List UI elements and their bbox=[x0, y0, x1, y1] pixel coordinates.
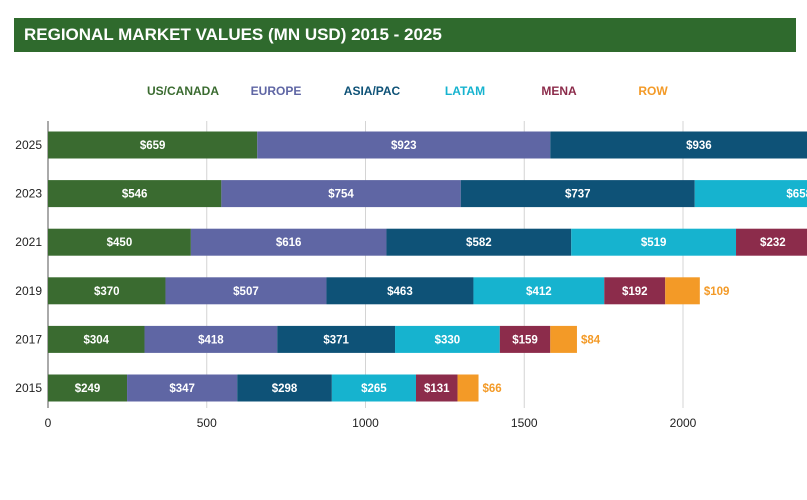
bar-segment bbox=[127, 374, 238, 402]
legend-item-asia-pac: ASIA/PAC bbox=[343, 84, 401, 98]
bar-value-label: $507 bbox=[233, 286, 259, 298]
legend-item-row: ROW bbox=[638, 84, 668, 98]
bar-value-label: $265 bbox=[361, 383, 387, 395]
bar-segment bbox=[415, 374, 458, 402]
bar-value-label: $371 bbox=[323, 334, 349, 346]
legend-item-us-canada: US/CANADA bbox=[147, 84, 219, 98]
bar-value-label: $330 bbox=[435, 334, 461, 346]
bar-value-label: $159 bbox=[512, 334, 538, 346]
bar-segment bbox=[221, 180, 461, 208]
bar-value-label: $659 bbox=[140, 140, 166, 152]
bar-segment bbox=[604, 277, 666, 305]
y-tick-label: 2017 bbox=[15, 332, 42, 346]
bar-value-label: $232 bbox=[760, 237, 786, 249]
bar-segment bbox=[331, 374, 416, 402]
bar-segment bbox=[257, 131, 551, 159]
legend-item-mena: MENA bbox=[541, 84, 577, 98]
bar-value-label: $616 bbox=[276, 237, 302, 249]
bar-segment bbox=[277, 325, 396, 353]
bar-segment bbox=[386, 228, 572, 256]
bar-value-label: $412 bbox=[526, 286, 552, 298]
bar-segment bbox=[190, 228, 387, 256]
chart-title: REGIONAL MARKET VALUES (MN USD) 2015 - 2… bbox=[14, 18, 796, 52]
bar-segment bbox=[473, 277, 605, 305]
x-tick-label: 1500 bbox=[511, 416, 538, 430]
bar-segment bbox=[460, 180, 695, 208]
bar-segment bbox=[237, 374, 332, 402]
bar-value-label: $463 bbox=[387, 286, 413, 298]
y-tick-label: 2019 bbox=[15, 284, 42, 298]
x-tick-label: 0 bbox=[45, 416, 52, 430]
y-tick-label: 2025 bbox=[15, 138, 42, 152]
y-tick-label: 2015 bbox=[15, 381, 42, 395]
bar-segment bbox=[571, 228, 737, 256]
legend-item-europe: EUROPE bbox=[250, 84, 302, 98]
bar-value-label: $192 bbox=[622, 286, 648, 298]
bar-value-label: $418 bbox=[198, 334, 224, 346]
bar-value-label: $658 bbox=[786, 189, 807, 201]
bar-segment bbox=[144, 325, 278, 353]
bar-value-label: $923 bbox=[391, 140, 417, 152]
bar-segment bbox=[736, 228, 807, 256]
bar-value-label: $754 bbox=[328, 189, 354, 201]
bar-value-label: $519 bbox=[641, 237, 667, 249]
bar-value-label: $109 bbox=[704, 286, 730, 298]
bar-value-label: $131 bbox=[424, 383, 450, 395]
bar-segment bbox=[550, 131, 807, 159]
bar-value-label: $737 bbox=[565, 189, 591, 201]
bar-segment bbox=[165, 277, 327, 305]
bar-value-label: $347 bbox=[169, 383, 195, 395]
bar-value-label: $450 bbox=[107, 237, 133, 249]
x-tick-label: 500 bbox=[197, 416, 217, 430]
bar-value-label: $66 bbox=[483, 383, 502, 395]
bar-segment bbox=[48, 374, 128, 402]
legend-item-latam: LATAM bbox=[444, 84, 486, 98]
bar-segment bbox=[48, 325, 145, 353]
bar-value-label: $936 bbox=[686, 140, 712, 152]
bar-segment bbox=[457, 374, 479, 402]
bar-value-label: $249 bbox=[75, 383, 101, 395]
x-tick-label: 2000 bbox=[670, 416, 697, 430]
bar-segment bbox=[694, 180, 807, 208]
x-tick-label: 1000 bbox=[352, 416, 379, 430]
bar-segment bbox=[48, 131, 258, 159]
bar-segment bbox=[48, 277, 166, 305]
bar-value-label: $370 bbox=[94, 286, 120, 298]
bar-segment bbox=[395, 325, 500, 353]
bar-value-label: $84 bbox=[581, 334, 601, 346]
bar-value-label: $304 bbox=[83, 334, 109, 346]
bar-segment bbox=[326, 277, 474, 305]
bar-value-label: $546 bbox=[122, 189, 148, 201]
y-tick-label: 2023 bbox=[15, 187, 42, 201]
y-tick-label: 2021 bbox=[15, 235, 42, 249]
legend: US/CANADA EUROPE ASIA/PAC LATAM MENA ROW bbox=[0, 84, 807, 100]
bar-segment bbox=[550, 325, 577, 353]
bar-segment bbox=[499, 325, 551, 353]
bar-segment bbox=[48, 228, 191, 256]
bar-segment bbox=[665, 277, 700, 305]
bar-value-label: $298 bbox=[272, 383, 298, 395]
bar-segment bbox=[48, 180, 222, 208]
bar-value-label: $582 bbox=[466, 237, 492, 249]
